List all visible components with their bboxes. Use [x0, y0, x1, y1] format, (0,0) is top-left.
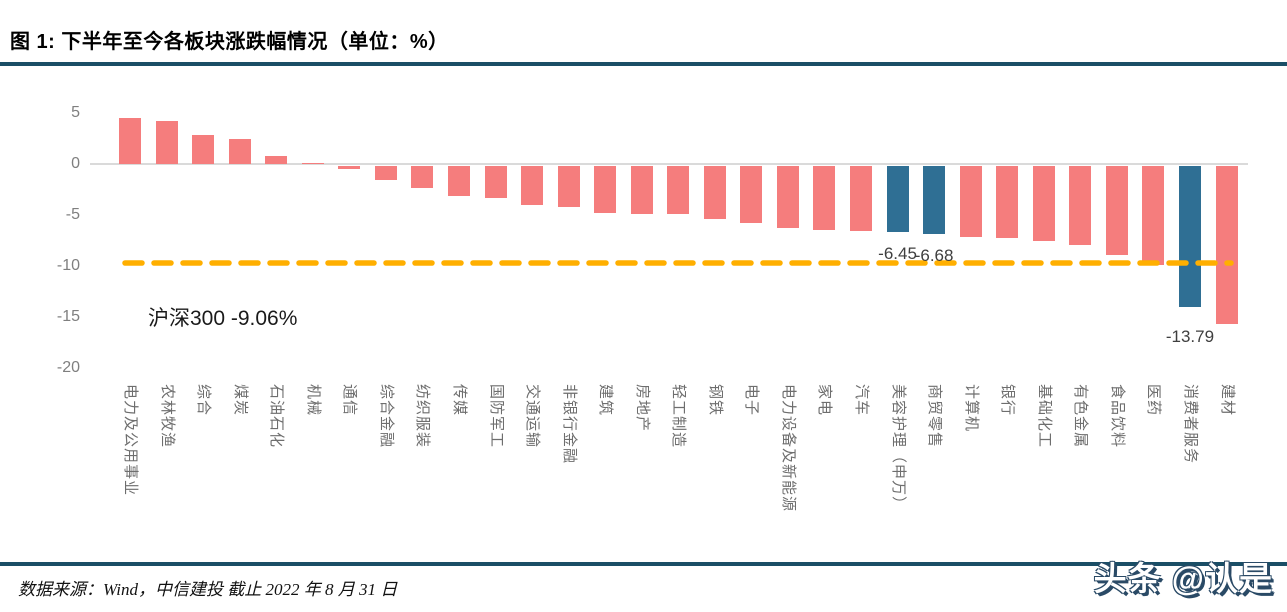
- bar-综合: [192, 135, 215, 164]
- x-axis-label: 非银行金融: [560, 384, 578, 465]
- x-axis-label: 基础化工: [1035, 384, 1053, 449]
- bar-商贸零售: [923, 166, 946, 235]
- bar-value-label: -6.68: [914, 246, 954, 266]
- x-axis-label: 消费者服务: [1181, 384, 1199, 465]
- x-axis-label: 国防军工: [487, 384, 505, 449]
- bar-消费者服务: [1178, 166, 1201, 307]
- bar-通信: [338, 166, 361, 170]
- x-axis-label: 综合金融: [377, 384, 395, 449]
- x-axis-label: 有色金属: [1072, 384, 1090, 449]
- x-axis-label: 汽车: [853, 384, 870, 417]
- x-axis-label: 医药: [1145, 384, 1163, 417]
- bar-有色金属: [1069, 166, 1092, 245]
- figure-title: 图 1: 下半年至今各板块涨跌幅情况（单位：%）: [10, 31, 449, 53]
- bar-建筑: [594, 166, 617, 213]
- bar-国防军工: [484, 166, 507, 198]
- bar-综合金融: [374, 166, 397, 181]
- x-axis-label: 电子: [743, 384, 761, 417]
- bar-value-label: -6.45: [878, 243, 917, 263]
- x-axis-label: 农林牧渔: [158, 384, 176, 449]
- bar-石油石化: [265, 155, 288, 164]
- x-axis-label: 建筑: [597, 384, 615, 417]
- x-axis-label: 煤炭: [231, 384, 249, 417]
- bar-基础化工: [1032, 166, 1055, 242]
- benchmark-dashed-line: [122, 253, 1234, 267]
- x-axis-label: 电力及公用事业: [122, 384, 139, 497]
- zero-axis-line: [90, 163, 1248, 165]
- bar-传媒: [447, 166, 470, 196]
- bar-银行: [996, 166, 1019, 239]
- bar-汽车: [850, 166, 872, 232]
- bar-食品饮料: [1105, 166, 1128, 255]
- bar-电力及公用事业: [119, 118, 141, 164]
- bar-农林牧渔: [155, 121, 178, 164]
- y-axis-tick-label: -5: [65, 206, 80, 223]
- x-axis-label: 石油石化: [268, 384, 286, 449]
- bar-美容护理（申万）: [886, 166, 909, 232]
- data-source-note: 数据来源：Wind，中信建投 截止 2022 年 8 月 31 日: [18, 580, 398, 599]
- x-axis-label: 计算机: [962, 384, 980, 433]
- x-axis-label: 交通运输: [524, 384, 542, 449]
- bar-煤炭: [228, 138, 251, 164]
- bar-机械: [301, 162, 324, 164]
- bar-医药: [1142, 166, 1165, 265]
- y-axis-tick-label: -10: [56, 257, 80, 274]
- bottom-divider: [0, 562, 1287, 566]
- x-axis-label: 综合: [195, 384, 213, 417]
- x-axis-label: 房地产: [633, 384, 651, 433]
- benchmark-label: 沪深300 -9.06%: [148, 307, 298, 330]
- bar-纺织服装: [411, 166, 434, 189]
- bar-value-label: -13.79: [1165, 326, 1215, 346]
- top-divider: [0, 62, 1287, 66]
- x-axis-label: 纺织服装: [414, 384, 432, 449]
- y-axis-tick-label: 0: [71, 155, 80, 172]
- y-axis-tick-label: -15: [56, 308, 80, 325]
- bar-家电: [813, 166, 836, 231]
- x-axis-label: 传媒: [450, 384, 468, 417]
- y-axis-tick-label: -20: [56, 359, 80, 376]
- x-axis-label: 银行: [999, 384, 1017, 417]
- watermark-text: 头条 @认是: [1093, 560, 1273, 597]
- bar-非银行金融: [557, 166, 580, 207]
- x-axis-label: 通信: [341, 384, 359, 417]
- x-axis-label: 建材: [1218, 384, 1236, 417]
- x-axis-label: 轻工制造: [670, 384, 688, 449]
- bar-电力设备及新能源: [776, 166, 799, 229]
- bar-建材: [1215, 166, 1238, 325]
- bar-轻工制造: [667, 166, 690, 214]
- bar-电子: [740, 166, 763, 224]
- x-axis-label: 机械: [304, 384, 322, 417]
- bar-交通运输: [521, 166, 544, 205]
- x-axis-label: 食品饮料: [1108, 384, 1126, 449]
- bar-钢铁: [703, 166, 726, 220]
- x-axis-label: 电力设备及新能源: [779, 384, 797, 513]
- bar-房地产: [630, 166, 653, 214]
- x-axis-label: 商贸零售: [926, 384, 944, 449]
- bar-计算机: [959, 166, 982, 238]
- x-axis-label: 家电: [816, 384, 834, 417]
- y-axis-tick-label: 5: [71, 104, 80, 121]
- x-axis-label: 美容护理（申万）: [889, 384, 907, 513]
- x-axis-label: 钢铁: [706, 384, 724, 417]
